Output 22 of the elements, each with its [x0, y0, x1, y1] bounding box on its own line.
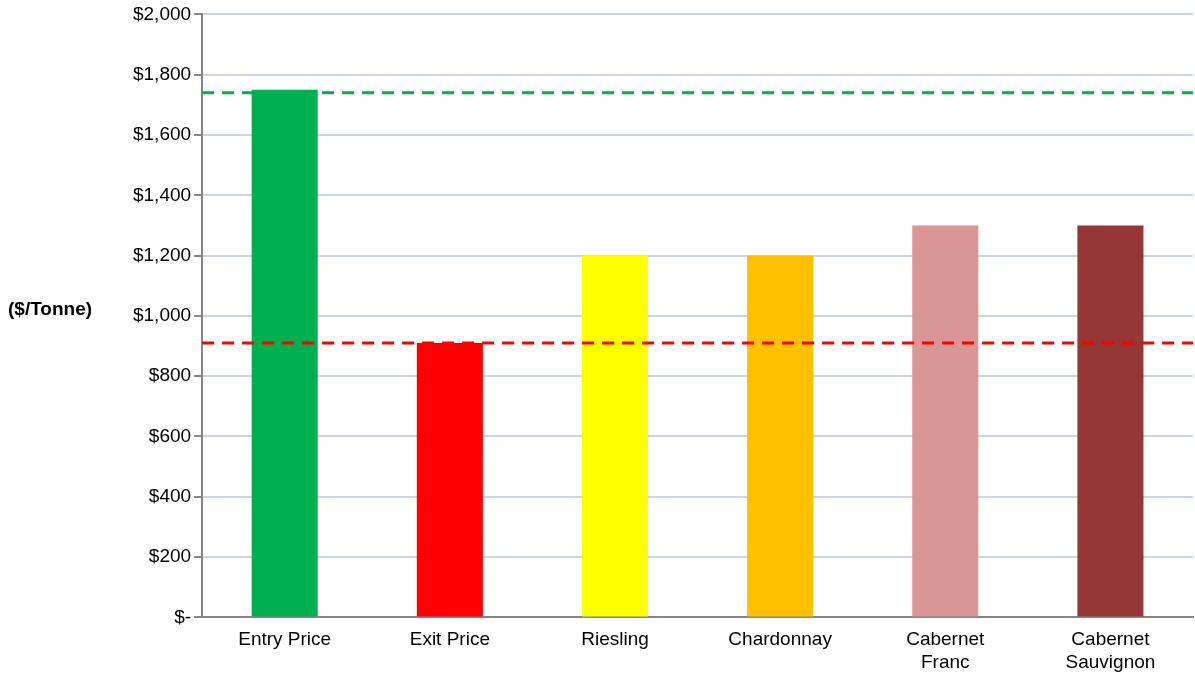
y-tick-label: $200: [148, 545, 192, 567]
y-tick-label: $1,000: [132, 304, 192, 326]
y-tick-label: $400: [148, 485, 192, 507]
bar: [581, 255, 649, 617]
bar: [912, 225, 979, 617]
y-tick-label: $1,200: [132, 243, 192, 265]
x-tick-label: Cabernet Sauvignon: [1065, 628, 1156, 672]
y-tick-label: $-: [174, 605, 192, 627]
bar: [1077, 225, 1144, 617]
x-tick-label: Entry Price: [238, 628, 332, 650]
y-tick-label: $1,400: [132, 183, 192, 205]
y-tick-label: $600: [148, 424, 192, 446]
x-tick-label: Exit Price: [409, 628, 490, 650]
x-tick-label: Riesling: [581, 628, 649, 650]
y-tick-label: $800: [148, 364, 192, 386]
y-tick-label: $2,000: [132, 2, 192, 24]
y-tick-label: $1,800: [132, 62, 192, 84]
bar: [747, 255, 814, 617]
x-tick-label: Cabernet Franc: [906, 628, 986, 672]
x-tick-label: Chardonnay: [728, 628, 833, 650]
y-tick-label: $1,600: [132, 123, 192, 145]
y-axis-title: ($/Tonne): [8, 298, 93, 320]
